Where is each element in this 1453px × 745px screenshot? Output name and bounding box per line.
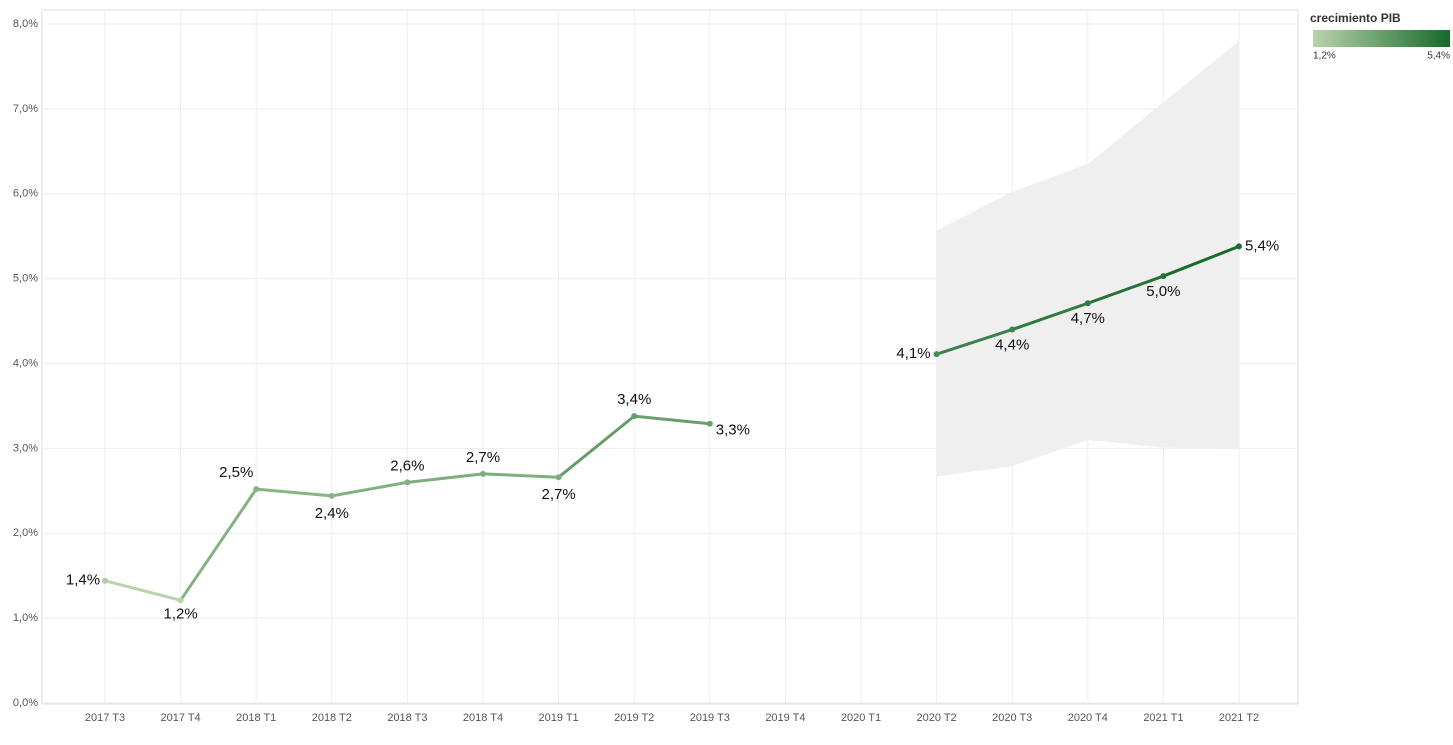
x-tick-label: 2019 T3 (690, 712, 730, 724)
data-point (1236, 243, 1242, 250)
x-tick-label: 2020 T2 (917, 712, 957, 724)
data-point (1009, 326, 1016, 333)
x-tick-label: 2021 T1 (1143, 712, 1183, 724)
legend-min: 1,2% (1313, 51, 1336, 62)
legend-title: crecimiento PIB (1310, 11, 1401, 25)
x-tick-label: 2020 T1 (841, 712, 881, 724)
data-point (933, 351, 940, 358)
data-label: 2,7% (466, 449, 500, 466)
x-tick-label: 2020 T3 (992, 712, 1032, 724)
data-label: 2,6% (390, 457, 424, 474)
data-label: 2,7% (541, 486, 575, 503)
line-segment (1010, 301, 1090, 332)
y-tick-label: 7,0% (13, 103, 38, 115)
line-segment (254, 487, 334, 498)
data-label: 2,4% (315, 505, 349, 522)
data-label: 5,0% (1146, 283, 1180, 300)
data-point (102, 577, 108, 584)
forecast-band (936, 40, 1239, 477)
line-segment (179, 487, 258, 602)
line-segment (330, 480, 409, 498)
data-label: 1,4% (66, 572, 100, 589)
x-tick-label: 2018 T3 (387, 712, 427, 724)
data-point (706, 420, 713, 427)
data-point (404, 479, 411, 486)
x-tick-label: 2021 T2 (1219, 712, 1259, 724)
line-segment (935, 328, 1014, 356)
data-label: 5,4% (1245, 237, 1279, 254)
data-label: 4,7% (1071, 310, 1105, 327)
y-tick-label: 3,0% (13, 442, 38, 454)
line-segment (1086, 274, 1165, 305)
line-segment (481, 472, 561, 479)
data-point (1160, 273, 1167, 280)
y-tick-label: 5,0% (13, 273, 38, 285)
data-point (555, 474, 562, 481)
data-label: 4,4% (995, 337, 1029, 354)
plot-frame (41, 9, 1299, 705)
x-tick-label: 2018 T4 (463, 712, 503, 724)
y-tick-label: 8,0% (13, 18, 38, 30)
y-tick-label: 1,0% (13, 612, 38, 624)
data-point (1084, 300, 1091, 307)
data-point (328, 492, 335, 499)
data-label: 1,2% (163, 605, 197, 622)
data-point (480, 470, 486, 477)
line-segment (405, 472, 485, 484)
x-tick-label: 2020 T4 (1068, 712, 1108, 724)
y-tick-label: 4,0% (13, 357, 38, 369)
x-tick-label: 2017 T3 (85, 712, 125, 724)
data-point (631, 413, 638, 420)
data-label: 4,1% (896, 345, 930, 362)
line-segment (632, 414, 712, 426)
y-tick-label: 2,0% (13, 527, 38, 539)
x-tick-label: 2019 T1 (539, 712, 579, 724)
y-tick-label: 6,0% (13, 188, 38, 200)
line-segment (557, 414, 636, 479)
legend-gradient (1313, 30, 1450, 47)
legend-max: 5,4% (1427, 51, 1450, 62)
line-segment (103, 579, 183, 602)
data-label: 3,3% (716, 422, 750, 439)
data-label: 3,4% (617, 391, 651, 408)
line-segment (1161, 244, 1241, 278)
data-point (253, 486, 260, 493)
y-tick-label: 0,0% (13, 697, 38, 709)
x-tick-label: 2019 T2 (614, 712, 654, 724)
data-label: 2,5% (219, 464, 253, 481)
x-tick-label: 2018 T1 (236, 712, 276, 724)
x-tick-label: 2018 T2 (312, 712, 352, 724)
x-tick-label: 2019 T4 (765, 712, 805, 724)
data-point (177, 597, 184, 604)
x-tick-label: 2017 T4 (161, 712, 201, 724)
